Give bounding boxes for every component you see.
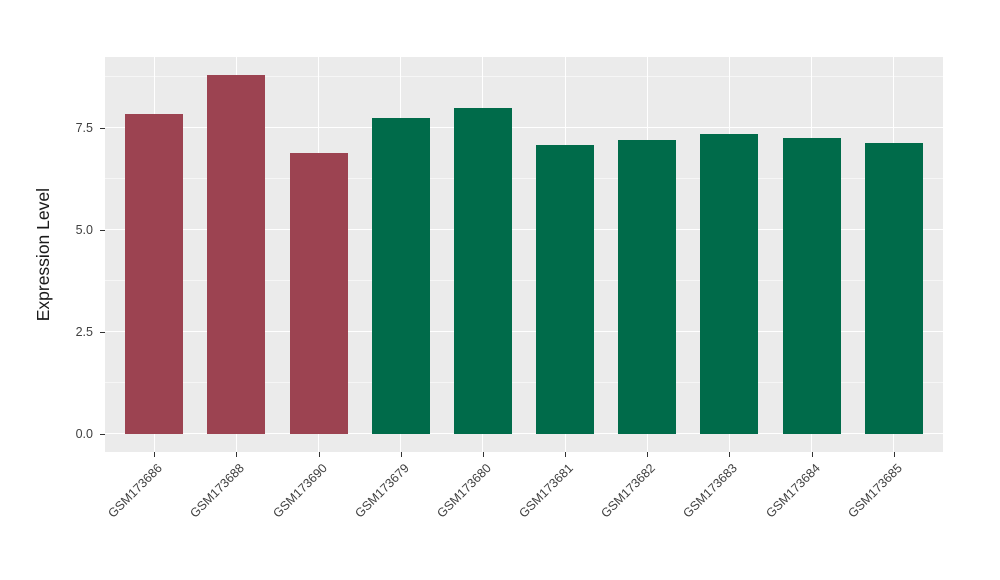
major-gridline <box>105 229 943 230</box>
bar-GSM173685 <box>864 142 923 434</box>
bar-GSM173684 <box>782 138 841 434</box>
x-tick-label: GSM173682 <box>598 461 659 521</box>
major-gridline <box>105 330 943 332</box>
bar-GSM173688 <box>207 75 266 434</box>
x-tick-mark <box>811 452 813 457</box>
y-tick-mark <box>100 331 105 333</box>
x-tick-mark <box>729 452 731 457</box>
y-axis-title: Expression Level <box>30 57 56 452</box>
x-tick-label: GSM173686 <box>105 461 166 521</box>
y-axis-title-text: Expression Level <box>32 187 53 322</box>
bar-GSM173690 <box>289 152 348 434</box>
x-tick-label: GSM173681 <box>516 461 576 521</box>
x-tick-label: GSM173688 <box>187 461 248 521</box>
bar-GSM173682 <box>618 140 677 434</box>
y-tick-label: 5.0 <box>75 223 93 237</box>
x-tick-mark <box>154 452 156 457</box>
x-tick-label: GSM173684 <box>762 461 823 521</box>
x-tick-mark <box>318 452 320 457</box>
x-tick-label: GSM173690 <box>269 461 330 521</box>
x-tick-label: GSM173680 <box>434 461 494 521</box>
bar-GSM173683 <box>700 134 759 434</box>
bar-GSM173680 <box>453 107 512 434</box>
major-gridline <box>105 432 943 434</box>
x-tick-mark <box>893 452 895 457</box>
minor-gridline <box>105 381 943 383</box>
x-tick-mark <box>400 452 402 457</box>
y-tick-label: 0.0 <box>75 426 93 441</box>
x-tick-label: GSM173683 <box>680 461 741 521</box>
minor-gridline <box>105 178 943 180</box>
minor-gridline <box>105 279 943 281</box>
bar-GSM173686 <box>125 114 184 434</box>
y-tick-mark <box>100 433 105 435</box>
bar-GSM173681 <box>536 144 595 434</box>
y-tick-mark <box>100 230 105 231</box>
y-tick-label: 2.5 <box>75 324 93 339</box>
bar-GSM173679 <box>371 118 430 434</box>
x-tick-mark <box>647 452 649 457</box>
plot-panel <box>105 57 943 452</box>
minor-gridline <box>105 76 943 78</box>
y-tick-label: 7.5 <box>75 121 93 136</box>
x-tick-mark <box>565 452 567 457</box>
y-tick-mark <box>100 128 105 130</box>
x-tick-label: GSM173685 <box>845 461 905 521</box>
x-tick-mark <box>482 452 484 457</box>
x-tick-label: GSM173679 <box>352 461 412 521</box>
major-gridline <box>105 127 943 129</box>
x-tick-mark <box>236 452 238 457</box>
